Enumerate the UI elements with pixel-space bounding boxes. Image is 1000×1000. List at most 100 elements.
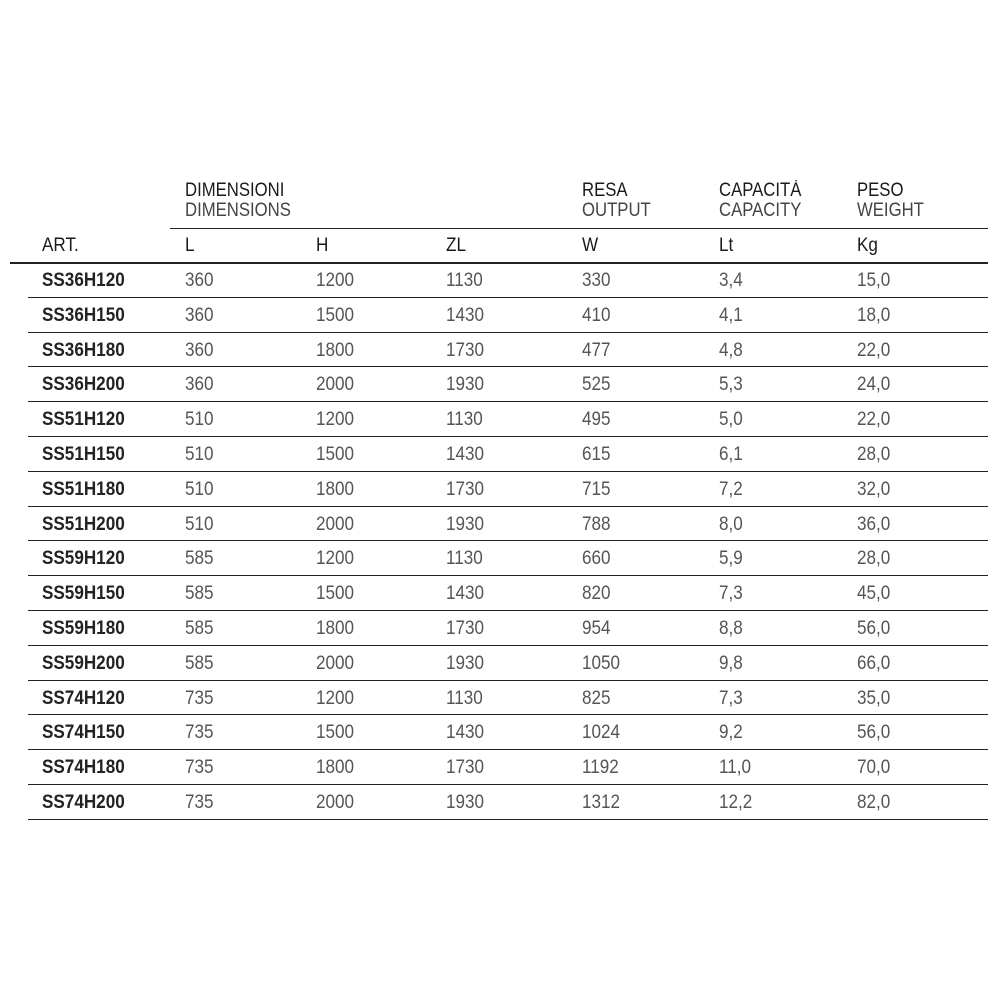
cell-kg: 56,0 — [857, 722, 891, 744]
cell-art: SS59H120 — [42, 548, 125, 570]
cell-kg: 35,0 — [857, 687, 891, 709]
row-divider — [28, 366, 988, 368]
cell-w: 525 — [582, 374, 611, 396]
cell-lt: 9,8 — [719, 652, 743, 674]
column-header-l: L — [185, 235, 195, 256]
cell-kg: 22,0 — [857, 409, 891, 431]
cell-zl: 1430 — [446, 583, 485, 605]
cell-l: 585 — [185, 548, 214, 570]
row-divider — [28, 644, 988, 646]
cell-l: 510 — [185, 409, 214, 431]
cell-h: 1800 — [316, 339, 355, 361]
cell-l: 360 — [185, 304, 214, 326]
cell-kg: 15,0 — [857, 270, 891, 291]
cell-zl: 1130 — [446, 409, 483, 431]
row-divider — [28, 470, 988, 472]
cell-lt: 9,2 — [719, 722, 743, 744]
cell-zl: 1130 — [446, 270, 483, 291]
column-header-zl: ZL — [446, 235, 466, 256]
cell-art: SS36H200 — [42, 374, 125, 396]
cell-art: SS36H150 — [42, 304, 125, 326]
cell-h: 1200 — [316, 548, 355, 570]
cell-lt: 6,1 — [719, 444, 743, 465]
cell-lt: 7,2 — [719, 478, 743, 500]
cell-lt: 4,8 — [719, 339, 743, 361]
cell-w: 410 — [582, 304, 611, 326]
cell-zl: 1430 — [446, 444, 485, 465]
cell-h: 1800 — [316, 618, 355, 639]
cell-art: SS74H120 — [42, 687, 125, 709]
cell-kg: 18,0 — [857, 304, 891, 326]
cell-kg: 70,0 — [857, 757, 891, 779]
cell-h: 1500 — [316, 444, 355, 465]
cell-kg: 28,0 — [857, 444, 891, 465]
cell-l: 735 — [185, 722, 214, 744]
cell-lt: 7,3 — [719, 583, 743, 605]
cell-art: SS59H200 — [42, 652, 125, 674]
cell-art: SS51H120 — [42, 409, 125, 431]
cell-h: 1800 — [316, 478, 355, 500]
cell-zl: 1930 — [446, 652, 485, 674]
row-divider — [28, 749, 988, 751]
cell-kg: 56,0 — [857, 618, 891, 639]
cell-lt: 3,4 — [719, 270, 743, 291]
cell-l: 735 — [185, 792, 214, 813]
cell-kg: 24,0 — [857, 374, 891, 396]
column-header-w: W — [582, 235, 599, 256]
cell-l: 735 — [185, 687, 214, 709]
cell-lt: 12,2 — [719, 792, 753, 813]
cell-w: 1312 — [582, 792, 621, 813]
row-divider — [28, 505, 988, 507]
cell-w: 495 — [582, 409, 611, 431]
group-header-capacita: CAPACITÀ — [719, 180, 802, 201]
group-header-dimensions: DIMENSIONS — [185, 200, 291, 221]
cell-lt: 5,9 — [719, 548, 743, 570]
cell-w: 1024 — [582, 722, 621, 744]
cell-l: 585 — [185, 618, 214, 639]
cell-lt: 5,0 — [719, 409, 743, 431]
group-header-weight: WEIGHT — [857, 200, 924, 221]
row-divider — [28, 401, 988, 403]
cell-kg: 28,0 — [857, 548, 891, 570]
cell-l: 585 — [185, 583, 214, 605]
cell-kg: 36,0 — [857, 513, 891, 535]
column-header-art: ART. — [42, 235, 79, 256]
cell-h: 1200 — [316, 687, 355, 709]
cell-w: 954 — [582, 618, 611, 639]
row-divider — [28, 436, 988, 437]
row-divider — [28, 610, 988, 611]
cell-kg: 82,0 — [857, 792, 891, 813]
cell-zl: 1730 — [446, 478, 485, 500]
cell-l: 360 — [185, 374, 214, 396]
cell-kg: 66,0 — [857, 652, 891, 674]
cell-zl: 1130 — [446, 687, 483, 709]
cell-l: 735 — [185, 757, 214, 779]
cell-art: SS59H180 — [42, 618, 125, 639]
cell-art: SS59H150 — [42, 583, 125, 605]
header-bottom-rule — [10, 262, 988, 264]
cell-lt: 8,8 — [719, 618, 743, 639]
cell-l: 510 — [185, 478, 214, 500]
cell-zl: 1930 — [446, 513, 485, 535]
cell-w: 330 — [582, 270, 611, 291]
cell-art: SS74H180 — [42, 757, 125, 779]
cell-lt: 11,0 — [719, 757, 752, 779]
group-header-output: OUTPUT — [582, 200, 651, 221]
cell-w: 715 — [582, 478, 611, 500]
row-divider — [28, 714, 988, 716]
cell-zl: 1730 — [446, 618, 485, 639]
cell-l: 510 — [185, 444, 214, 465]
cell-kg: 22,0 — [857, 339, 891, 361]
row-divider — [28, 540, 988, 542]
cell-h: 2000 — [316, 652, 355, 674]
cell-art: SS74H150 — [42, 722, 125, 744]
cell-kg: 45,0 — [857, 583, 891, 605]
cell-w: 1050 — [582, 652, 621, 674]
cell-lt: 8,0 — [719, 513, 743, 535]
cell-art: SS51H200 — [42, 513, 125, 535]
cell-zl: 1730 — [446, 339, 485, 361]
column-header-lt: Lt — [719, 235, 734, 256]
row-divider — [28, 575, 988, 577]
cell-zl: 1430 — [446, 722, 485, 744]
group-header-capacity: CAPACITY — [719, 200, 802, 221]
